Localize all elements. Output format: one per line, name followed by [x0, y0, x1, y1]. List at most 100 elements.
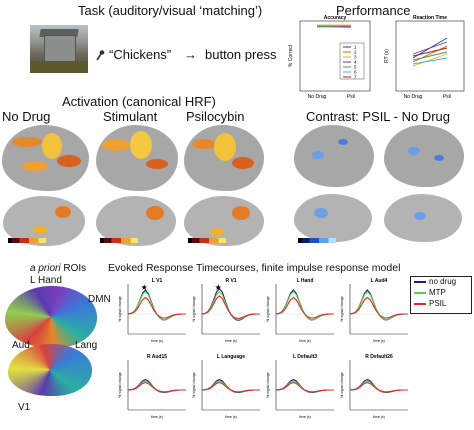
svg-text:5: 5	[354, 65, 357, 70]
legend-label-psil: PSIL	[429, 299, 447, 308]
panel-title: L Hand	[297, 278, 314, 284]
roi-brain-lateral	[5, 286, 97, 348]
roi-label-aud: Aud	[12, 340, 30, 351]
panel-xlabel: time (s)	[373, 415, 385, 419]
panel-xlabel: time (s)	[151, 415, 163, 419]
accuracy-axes	[299, 20, 371, 92]
timecourse-line	[275, 381, 334, 393]
panel-xlabel: time (s)	[373, 339, 385, 343]
panel-ylabel: % signal change	[118, 296, 122, 322]
svg-text:4: 4	[354, 60, 357, 65]
accuracy-xtick-psil: Psil	[347, 94, 355, 100]
accuracy-legend-items: 1 2 3 4 5 6 7	[343, 45, 357, 80]
colorbar-contrast	[298, 238, 336, 243]
timecourse-panel: R Aud15 % signal change time (s)	[118, 354, 186, 419]
timecourse-line	[275, 290, 334, 320]
legend-swatch-psil	[414, 303, 426, 305]
timecourse-panel: R V1 % signal change time (s) ★	[192, 278, 260, 343]
activation-label-stimulant: Stimulant	[103, 109, 158, 124]
rt-xtick-psil: Psil	[443, 94, 451, 100]
panel-ylabel: % signal change	[266, 372, 270, 398]
panel-ylabel: % signal change	[340, 296, 344, 322]
activation-title: Activation (canonical HRF)	[62, 94, 216, 109]
panel-title: R V1	[225, 278, 236, 284]
activation-label-psilocybin: Psilocybin	[186, 109, 245, 124]
panel-ylabel: % signal change	[340, 372, 344, 398]
brain-contrast-medial-left	[294, 194, 372, 242]
legend-swatch-mtp	[414, 292, 426, 294]
task-arrow: →	[184, 47, 197, 62]
accuracy-lines	[316, 24, 352, 28]
panel-title: L Default3	[293, 354, 317, 360]
panel-ylabel: % signal change	[266, 296, 270, 322]
legend-label-nodrug: no drug	[429, 277, 457, 286]
activation-label-nodrug: No Drug	[2, 109, 51, 124]
panel-ylabel: % signal change	[118, 372, 122, 398]
timecourse-line	[349, 381, 408, 393]
panel-xlabel: time (s)	[225, 415, 237, 419]
colorbar-psilocybin	[188, 238, 226, 243]
rt-xtick-nodrug: No Drug	[404, 94, 423, 100]
panel-title: L Aud4	[371, 278, 388, 284]
timecourse-line	[275, 296, 334, 319]
timecourse-line	[349, 290, 408, 320]
roi-label-lang: Lang	[75, 340, 98, 351]
microphone-icon	[95, 48, 105, 61]
colorbar-stimulant	[100, 238, 138, 243]
svg-text:2: 2	[354, 50, 357, 55]
accuracy-legend	[339, 42, 365, 80]
task-phrase: “Chickens”	[109, 47, 172, 62]
roi-label-dmn: DMN	[88, 294, 111, 305]
panel-xlabel: time (s)	[225, 339, 237, 343]
timecourse-panel: R Default26 % signal change time (s)	[340, 354, 408, 419]
brain-lateral-nodrug	[2, 125, 89, 191]
timecourse-panel: L Aud4 % signal change time (s)	[340, 278, 408, 343]
brain-medial-nodrug	[3, 196, 85, 246]
timecourse-line	[127, 290, 186, 320]
shed	[44, 35, 76, 63]
panel-ylabel: % signal change	[192, 372, 196, 398]
legend-swatch-nodrug	[414, 281, 426, 283]
significance-star: ★	[215, 283, 222, 292]
accuracy-ylabel: % Correct	[288, 44, 294, 67]
timecourse-panel: L Default3 % signal change time (s)	[266, 354, 334, 419]
timecourse-line	[127, 381, 186, 393]
brain-medial-stimulant	[96, 196, 176, 246]
rt-axes	[395, 20, 465, 92]
timecourse-panel: L V1 % signal change time (s) ★	[118, 278, 186, 343]
panel-title: R Default26	[365, 354, 393, 360]
timecourses-title: Evoked Response Timecourses, finite impu…	[108, 262, 401, 274]
panel-title: L Language	[217, 354, 245, 360]
brain-contrast-medial-right	[384, 194, 462, 242]
brain-contrast-lateral-left	[294, 125, 374, 187]
timecourse-panel: L Hand % signal change time (s)	[266, 278, 334, 343]
panel-xlabel: time (s)	[151, 339, 163, 343]
accuracy-xtick-nodrug: No Drug	[308, 94, 327, 100]
roi-label-v1: V1	[18, 402, 31, 413]
panel-ylabel: % signal change	[192, 296, 196, 322]
task-title: Task (auditory/visual ‘matching’)	[78, 3, 263, 18]
timecourses-legend: no drug MTP PSIL	[410, 276, 472, 314]
rt-title: Reaction Time	[413, 15, 447, 21]
accuracy-title: Accuracy	[324, 15, 347, 21]
performance-title: Performance	[336, 3, 411, 18]
timecourse-line	[201, 381, 260, 393]
panel-xlabel: time (s)	[299, 339, 311, 343]
brain-lateral-psilocybin	[184, 125, 264, 191]
svg-text:3: 3	[354, 55, 357, 60]
timecourse-panels: L V1 % signal change time (s) ★R V1 % signal…	[118, 278, 408, 419]
timecourse-line	[349, 296, 408, 319]
panel-xlabel: time (s)	[299, 415, 311, 419]
performance-charts: Accuracy % Correct No Drug Psil 1 2 3 4 …	[288, 15, 465, 100]
task-photo	[30, 25, 88, 73]
rt-ylabel: RT (s)	[384, 49, 390, 63]
svg-text:1: 1	[354, 45, 357, 50]
roi-brain-medial	[8, 344, 92, 396]
panel-title: L V1	[152, 278, 163, 284]
panel-title: R Aud15	[147, 354, 167, 360]
roi-title: a priori ROIs	[30, 263, 87, 274]
legend-label-mtp: MTP	[429, 288, 446, 297]
brain-contrast-lateral-right	[384, 125, 464, 187]
brain-lateral-stimulant	[96, 125, 178, 191]
svg-text:7: 7	[354, 75, 357, 80]
